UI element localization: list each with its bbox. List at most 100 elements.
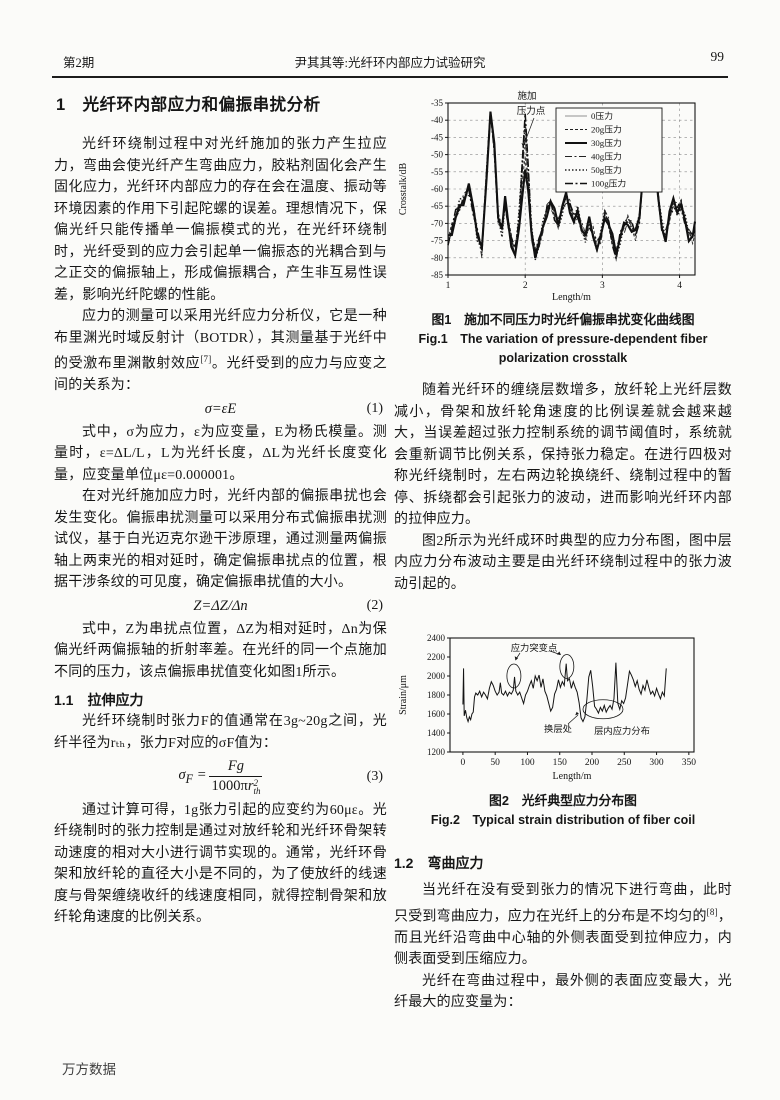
svg-text:Crosstalk/dB: Crosstalk/dB [398, 163, 409, 216]
subsection-1-2-heading: 1.2 弯曲应力 [394, 855, 484, 871]
figure-2-caption-en: Fig.2 Typical strain distribution of fib… [430, 813, 696, 827]
svg-text:300: 300 [649, 758, 664, 768]
fig1-legend: 0压力 20g压力 30g压力 40g压力 50g压力 100g压力 [555, 107, 663, 193]
svg-text:1: 1 [446, 281, 451, 291]
paragraph-2: 应力的测量可以采用光纤应力分析仪，它是一种布里渊光时域反射计（BOTDR），其测… [54, 306, 387, 397]
paragraph-8: 随着光纤环的缠绕层数增多，放纤轮上光纤层数减小，骨架和放纤轮角速度的比例误差就会… [394, 383, 732, 527]
svg-text:施加: 施加 [517, 90, 536, 102]
figure-2-strain-chart: 1200 1400 1600 1800 2000 2200 2400 0 50 100 150 200… [398, 633, 696, 782]
svg-text:1200: 1200 [427, 747, 446, 757]
running-title: 尹其其等:光纤环内部应力试验研究 [294, 56, 486, 70]
figure-1-caption-en: Fig.1 The variation of pressure-dependen… [418, 332, 708, 365]
fig2-plot: 1200 1400 1600 1800 2000 2200 2400 0 50 100 150 200… [398, 633, 696, 782]
svg-text:0: 0 [461, 758, 466, 768]
svg-text:1800: 1800 [427, 690, 446, 700]
header-rule [52, 76, 728, 78]
svg-text:1400: 1400 [427, 728, 446, 738]
svg-text:-60: -60 [431, 184, 443, 194]
strain-curve [462, 662, 667, 724]
wanfang-watermark: 万方数据 [62, 1062, 116, 1077]
svg-text:Length/m: Length/m [552, 292, 591, 303]
figure-2-caption-zh: 图2 光纤典型应力分布图 [489, 793, 637, 808]
paragraph-2-tail: 。光纤受到的应力与应变之间的关系为： [54, 356, 387, 394]
left-column: 光纤环绕制过程中对光纤施加的张力产生拉应力，弯曲会使光纤产生弯曲应力，胶粘剂固化… [54, 134, 387, 929]
svg-text:2200: 2200 [427, 652, 446, 662]
svg-text:-55: -55 [431, 167, 443, 177]
svg-text:40g压力: 40g压力 [591, 151, 622, 162]
series-line-100g压力 [447, 111, 696, 260]
svg-text:30g压力: 30g压力 [591, 137, 622, 148]
figure-1-caption-zh: 图1 施加不同压力时光纤偏振串扰变化曲线图 [431, 312, 695, 327]
svg-text:3: 3 [600, 281, 605, 291]
equation-2: Z=ΔZ/Δn (2) [54, 598, 387, 615]
svg-text:1600: 1600 [427, 709, 446, 719]
svg-text:Strain/μm: Strain/μm [398, 675, 409, 715]
svg-text:层内应力分布: 层内应力分布 [594, 725, 650, 737]
paragraph-10-text: 当光纤在没有受到张力的情况下进行弯曲，此时只受到弯曲应力，应力在光纤上的分布是不… [394, 883, 732, 925]
paragraph-9: 图2所示为光纤成环时典型的应力分布图，图中层内应力分布波动主要是由光纤环绕制过程… [394, 533, 732, 592]
paragraph-3: 式中，σ为应力，ε为应变量，E为杨氏模量。测量时，ε=ΔL/L，L为光纤长度，Δ… [54, 424, 387, 483]
paragraph-10: 当光纤在没有受到张力的情况下进行弯曲，此时只受到弯曲应力，应力在光纤上的分布是不… [394, 880, 732, 971]
page-number: 99 [710, 49, 725, 64]
svg-text:-85: -85 [431, 270, 443, 280]
svg-text:-65: -65 [431, 201, 443, 211]
svg-text:100: 100 [520, 758, 535, 768]
svg-text:2400: 2400 [427, 633, 446, 643]
reference-7: [7] [200, 354, 212, 364]
paragraph-7: 通过计算可得，1g张力引起的应变约为60με。光纤绕制时的张力控制是通过对放纤轮… [54, 802, 387, 926]
svg-text:100g压力: 100g压力 [591, 178, 626, 189]
equation-3-numerator: Fg [209, 758, 263, 778]
svg-text:压力点: 压力点 [517, 105, 546, 117]
svg-text:-50: -50 [431, 150, 443, 160]
intra-layer-ellipse [582, 699, 624, 720]
reference-8: [8] [706, 906, 718, 917]
equation-1: σ=εE (1) [54, 401, 387, 418]
svg-text:350: 350 [682, 758, 697, 768]
svg-text:20g压力: 20g压力 [591, 124, 622, 135]
svg-text:4: 4 [677, 281, 682, 291]
svg-text:应力突变点: 应力突变点 [511, 642, 558, 654]
svg-text:-70: -70 [431, 218, 443, 228]
figure-1-crosstalk-chart: -35 -40 -45 -50 -55 -60 -65 -70 -75 -80 -851 2 3 4 Len… [398, 90, 697, 303]
paragraph-4: 在对光纤施加应力时，光纤内部的偏振串扰也会发生变化。偏振串扰测量可以采用分布式偏… [54, 489, 387, 591]
equation-3-lhs: σF = [178, 766, 207, 786]
stress-jump-circle-2 [559, 654, 575, 679]
paragraph-5: 式中，Z为串扰点位置，ΔZ为相对延时，Δn为保偏光纤两偏振轴的折射率差。在光纤的… [54, 621, 387, 680]
stress-jump-circle-1 [506, 663, 522, 689]
right-column: -35 -40 -45 -50 -55 -60 -65 -70 -75 -80 -85 1 2 3 4 Len… [394, 88, 732, 1014]
svg-text:Length/m: Length/m [553, 771, 592, 782]
svg-text:-75: -75 [431, 236, 443, 246]
svg-text:-35: -35 [431, 98, 443, 108]
paragraph-2-text: 应力的测量可以采用光纤应力分析仪，它是一种布里渊光时域反射计（BOTDR），其测… [54, 309, 387, 372]
svg-text:2000: 2000 [427, 671, 446, 681]
section-1-heading: 1 光纤环内部应力和偏振串扰分析 [56, 96, 321, 114]
subsection-1-1-heading: 1.1 拉伸应力 [54, 692, 144, 709]
paragraph-1: 光纤环绕制过程中对光纤施加的张力产生拉应力，弯曲会使光纤产生弯曲应力，胶粘剂固化… [54, 137, 387, 303]
svg-text:2: 2 [523, 281, 528, 291]
paragraph-6: 光纤环绕制时张力F的值通常在3g~20g之间，光纤半径为rₜₕ，张力F对应的σF… [54, 714, 387, 751]
equation-2-body: Z=ΔZ/Δn [193, 597, 248, 614]
svg-text:-80: -80 [431, 253, 443, 263]
equation-3-lhs-sub: F [185, 771, 194, 786]
svg-text:0压力: 0压力 [591, 110, 613, 121]
paragraph-11: 光纤在弯曲过程中，最外侧的表面应变最大，光纤最大的应变量为： [394, 973, 732, 1011]
journal-issue: 第2期 [63, 56, 95, 70]
paragraph-10-tail: ，而且光纤沿弯曲中心轴的外侧表面受到拉伸应力，内侧表面受到压缩应力。 [394, 909, 732, 968]
svg-text:换层处: 换层处 [544, 723, 572, 735]
svg-text:50: 50 [490, 758, 500, 768]
plot-frame [449, 637, 695, 753]
equation-3-number: (3) [366, 768, 383, 784]
equation-2-number: (2) [366, 598, 383, 614]
svg-text:200: 200 [585, 758, 600, 768]
equation-1-body: σ=εE [204, 400, 237, 417]
svg-text:-45: -45 [431, 132, 443, 142]
equation-1-number: (1) [366, 401, 383, 417]
svg-text:-40: -40 [431, 115, 443, 125]
svg-text:50g压力: 50g压力 [591, 164, 622, 175]
